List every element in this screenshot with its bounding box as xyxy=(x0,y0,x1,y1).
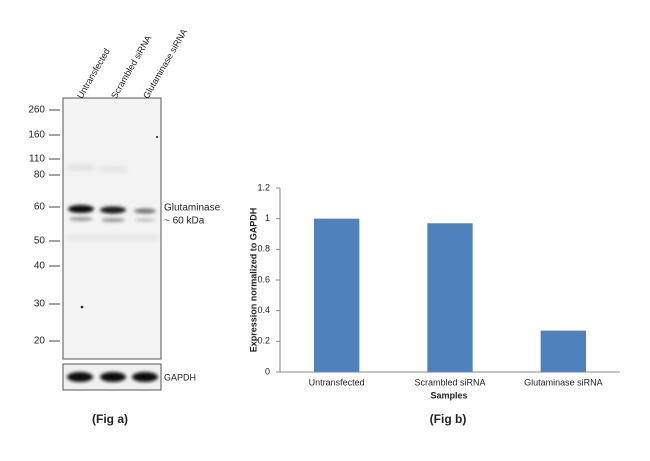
y-tick-label: 0.6 xyxy=(257,274,270,284)
lane-label: Untransfected xyxy=(75,47,112,101)
marker-label: 50 xyxy=(34,236,46,247)
marker-label: 110 xyxy=(29,154,45,165)
marker-label: 40 xyxy=(34,261,46,272)
y-axis-label: Expression normalized to GAPDH xyxy=(248,208,258,353)
caption: (Fig a) xyxy=(92,412,128,426)
marker-label: 20 xyxy=(34,336,46,347)
bar xyxy=(540,330,586,372)
bar xyxy=(427,223,473,372)
glutaminase-bands xyxy=(68,205,156,222)
marker-label: 160 xyxy=(28,130,45,141)
marker-label: 80 xyxy=(34,170,46,181)
x-tick-label: Scrambled siRNA xyxy=(414,377,485,387)
x-axis-label: Samples xyxy=(430,390,467,400)
y-tick-label: 0.8 xyxy=(257,244,270,254)
y-tick-label: 0.4 xyxy=(257,305,270,315)
caption: (Fig b) xyxy=(430,412,467,426)
y-tick-label: 0.2 xyxy=(257,336,270,346)
x-tick-label: Glutaminase siRNA xyxy=(524,377,603,387)
x-tick-label: Untransfected xyxy=(309,377,365,387)
band-label: Glutaminase xyxy=(164,203,221,214)
marker-label: 260 xyxy=(28,105,45,116)
blot: Untransfected Scrambled siRNA Glutaminas… xyxy=(28,27,220,426)
marker-ticks xyxy=(49,109,60,342)
marker-label: 60 xyxy=(34,202,46,213)
faint-bands xyxy=(68,166,158,239)
y-tick-label: 0 xyxy=(265,366,270,376)
loading-label: GAPDH xyxy=(164,372,196,382)
blot-membrane xyxy=(62,97,162,360)
band-label: ~ 60 kDa xyxy=(164,216,205,227)
marker-label: 30 xyxy=(34,299,46,310)
bar xyxy=(314,218,360,372)
y-tick-label: 1 xyxy=(265,213,270,223)
gapdh-bands xyxy=(67,372,158,382)
y-tick-label: 1.2 xyxy=(257,182,270,192)
